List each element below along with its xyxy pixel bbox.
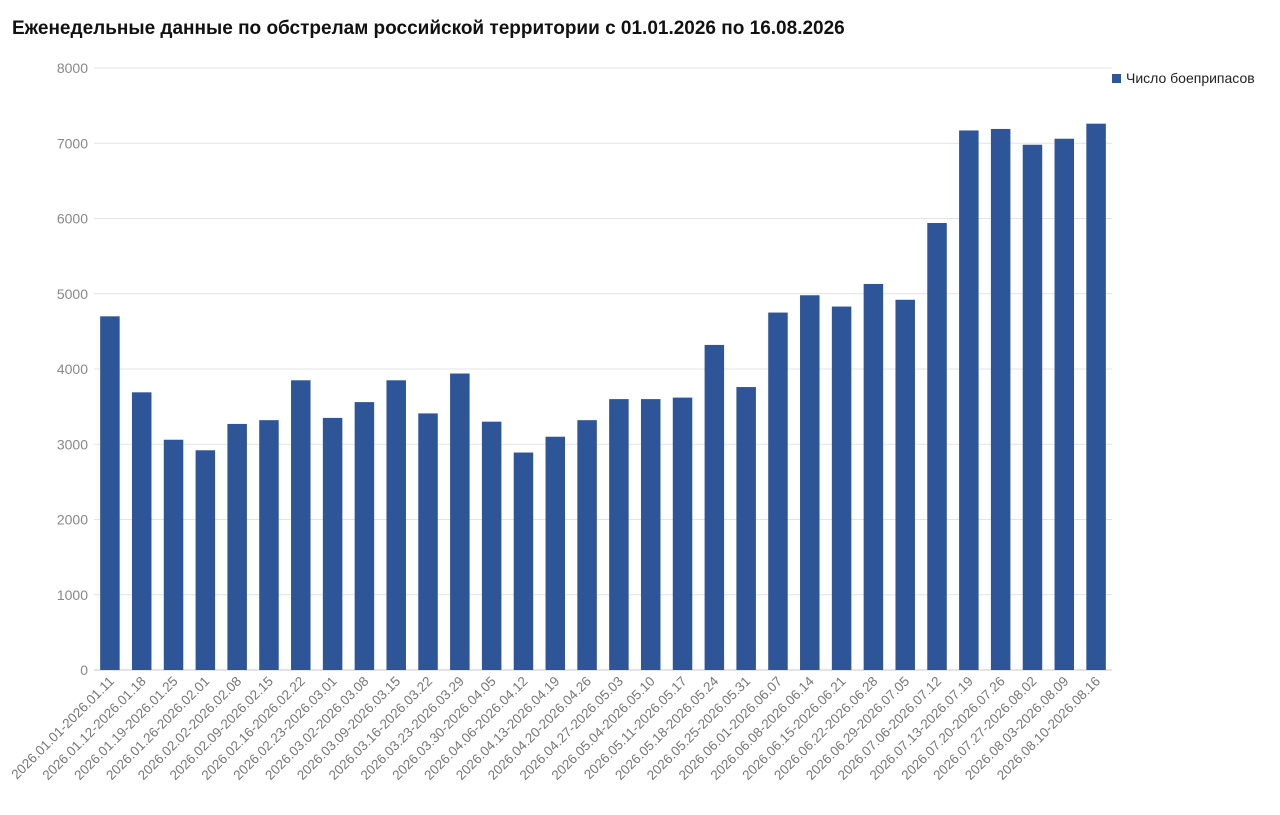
bar bbox=[450, 373, 470, 670]
legend-label: Число боеприпасов bbox=[1126, 70, 1255, 86]
bar bbox=[672, 397, 693, 670]
y-tick-label: 5000 bbox=[57, 286, 88, 302]
bar bbox=[195, 450, 216, 670]
bar bbox=[513, 452, 534, 670]
y-tick-label: 1000 bbox=[57, 587, 88, 603]
y-axis-tick-labels: 0 1000 2000 3000 4000 5000 6000 7000 8000 bbox=[57, 60, 88, 678]
bar bbox=[640, 399, 661, 670]
y-tick-label: 8000 bbox=[57, 60, 88, 76]
bar bbox=[1086, 123, 1106, 670]
bar bbox=[227, 423, 247, 670]
bar bbox=[291, 380, 311, 670]
bar bbox=[418, 413, 438, 670]
legend: Число боеприпасов bbox=[1112, 70, 1255, 86]
bar bbox=[704, 344, 725, 670]
y-tick-label: 0 bbox=[80, 662, 88, 678]
bar bbox=[609, 399, 629, 670]
y-tick-label: 3000 bbox=[57, 436, 88, 452]
bar bbox=[800, 295, 820, 670]
bar bbox=[990, 128, 1011, 670]
bar bbox=[959, 130, 979, 670]
bar bbox=[545, 436, 566, 670]
chart-title: Еженедельные данные по обстрелам российс… bbox=[12, 18, 845, 39]
bar bbox=[131, 392, 152, 670]
y-tick-label: 6000 bbox=[57, 211, 88, 227]
bar bbox=[259, 420, 279, 670]
bar bbox=[481, 421, 502, 670]
y-tick-label: 4000 bbox=[57, 361, 88, 377]
bar bbox=[895, 299, 915, 670]
x-axis-tick-labels: 2026.01.01-2026.01.112026.01.12-2026.01.… bbox=[8, 673, 1103, 783]
bar bbox=[863, 283, 884, 670]
y-tick-label: 7000 bbox=[57, 135, 88, 151]
bar bbox=[736, 387, 756, 670]
bar bbox=[1054, 138, 1075, 671]
bar bbox=[386, 380, 406, 670]
bars bbox=[100, 123, 1106, 671]
bar bbox=[100, 316, 120, 670]
bar bbox=[354, 402, 375, 670]
bar bbox=[831, 306, 852, 670]
bar bbox=[1022, 144, 1043, 670]
y-tick-label: 2000 bbox=[57, 512, 88, 528]
bar bbox=[322, 417, 343, 670]
bar bbox=[163, 439, 184, 670]
bar bbox=[577, 420, 597, 670]
bar bbox=[927, 223, 947, 670]
bar bbox=[768, 312, 788, 670]
legend-swatch bbox=[1112, 73, 1121, 83]
